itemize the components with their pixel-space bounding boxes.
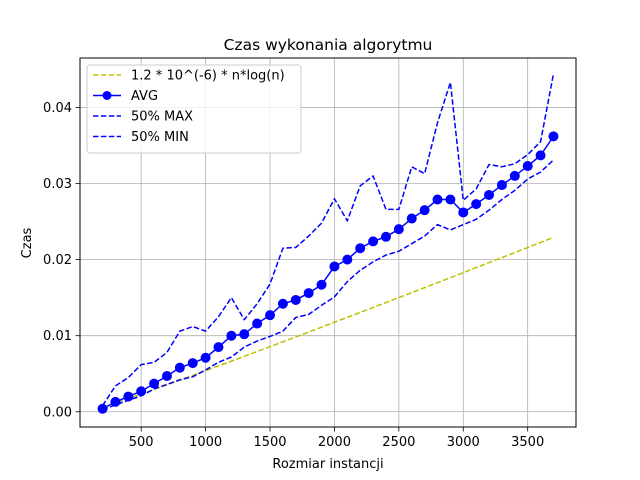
avg-point xyxy=(484,189,495,200)
avg-point xyxy=(535,150,546,161)
legend-marker xyxy=(102,91,112,100)
avg-point xyxy=(406,213,417,224)
avg-point xyxy=(458,207,469,218)
avg-point xyxy=(445,194,456,205)
avg-point xyxy=(252,318,263,329)
y-tick-label: 0.03 xyxy=(43,177,72,192)
avg-point xyxy=(509,170,520,181)
avg-point xyxy=(277,298,288,309)
plot-frame xyxy=(79,57,577,428)
x-tick-label: 3000 xyxy=(447,435,480,450)
avg-point xyxy=(174,362,185,373)
legend-label: 50% MIN xyxy=(131,130,189,145)
x-axis: 500 1000 1500 2000 2500 3000 3500 xyxy=(129,427,544,450)
avg-point xyxy=(393,224,404,235)
y-axis-label: Czas xyxy=(20,227,35,258)
avg-point xyxy=(149,378,160,389)
avg-point xyxy=(187,358,198,369)
legend-box xyxy=(86,64,302,154)
y-axis: 0.00 0.01 0.02 0.03 0.04 xyxy=(43,101,80,420)
avg-point xyxy=(239,329,250,340)
series-line-50-max xyxy=(101,73,555,407)
chart-title: Czas wykonania algorytmu xyxy=(224,36,433,54)
avg-point xyxy=(110,396,121,407)
avg-point xyxy=(368,236,379,247)
x-axis-label: Rozmiar instancji xyxy=(272,457,383,472)
x-tick-label: 2000 xyxy=(318,435,351,450)
legend-label: 1.2 * 10^(-6) * n*log(n) xyxy=(131,69,285,84)
avg-point xyxy=(548,131,559,142)
series-layer xyxy=(97,73,559,414)
legend-label: 50% MAX xyxy=(131,110,193,125)
x-tick-label: 3500 xyxy=(511,435,544,450)
legend: 1.2 * 10^(-6) * n*log(n) AVG 50% MAX 50% MI… xyxy=(86,64,302,154)
avg-point xyxy=(213,342,224,353)
avg-point xyxy=(290,294,301,305)
avg-point xyxy=(380,231,391,242)
avg-point xyxy=(522,161,533,172)
legend-label: AVG xyxy=(131,89,158,104)
avg-point xyxy=(303,288,314,299)
avg-point xyxy=(161,371,172,382)
y-tick-label: 0.00 xyxy=(43,405,72,420)
avg-point xyxy=(329,261,340,272)
y-tick-label: 0.02 xyxy=(43,253,72,268)
avg-point xyxy=(355,243,366,254)
avg-point xyxy=(200,352,211,363)
x-tick-label: 500 xyxy=(129,435,154,450)
x-tick-label: 1500 xyxy=(253,435,286,450)
avg-point xyxy=(419,205,430,216)
avg-point xyxy=(226,330,237,341)
x-tick-label: 1000 xyxy=(189,435,222,450)
y-tick-label: 0.04 xyxy=(43,101,72,116)
avg-point xyxy=(265,310,276,321)
avg-point xyxy=(471,199,482,210)
x-tick-label: 2500 xyxy=(382,435,415,450)
avg-point xyxy=(342,254,353,265)
avg-point xyxy=(316,279,327,290)
y-tick-label: 0.01 xyxy=(43,329,72,344)
avg-point xyxy=(432,194,443,205)
series-line-50-min xyxy=(102,159,554,411)
avg-point xyxy=(496,180,507,191)
